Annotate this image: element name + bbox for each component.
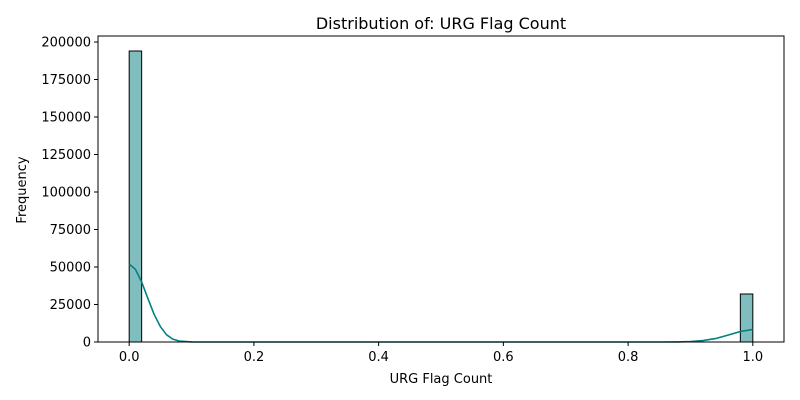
y-tick-label: 200000	[41, 36, 91, 51]
x-axis-ticks: 0.0 0.2 0.4 0.6 0.8 1.0	[119, 342, 763, 365]
plot-area	[128, 50, 754, 343]
y-tick-label: 50000	[50, 261, 91, 276]
y-tick-label: 125000	[41, 148, 91, 163]
x-tick-label: 0.0	[119, 350, 140, 365]
kde-line	[128, 263, 753, 343]
chart-title: Distribution of: URG Flag Count	[316, 14, 566, 33]
plot-frame	[97, 35, 785, 343]
x-tick-label: 0.2	[244, 350, 265, 365]
y-tick-label: 75000	[50, 223, 91, 238]
y-tick-label: 175000	[41, 73, 91, 88]
x-tick-label: 0.8	[618, 350, 639, 365]
x-tick-label: 0.6	[493, 350, 514, 365]
y-tick-label: 100000	[41, 186, 91, 201]
histogram-bar-1	[739, 293, 754, 343]
y-axis-ticks: 0 25000 50000 75000 100000 125000 150000 175000…	[41, 36, 98, 351]
histogram-bar-0	[128, 50, 143, 343]
x-tick-label: 0.4	[368, 350, 389, 365]
y-tick-label: 25000	[50, 298, 91, 313]
x-tick-label: 1.0	[742, 350, 763, 365]
y-tick-label: 150000	[41, 111, 91, 126]
y-tick-label: 0	[83, 336, 91, 351]
y-axis-label: Frequency	[15, 156, 30, 223]
x-axis-label: URG Flag Count	[390, 372, 493, 387]
